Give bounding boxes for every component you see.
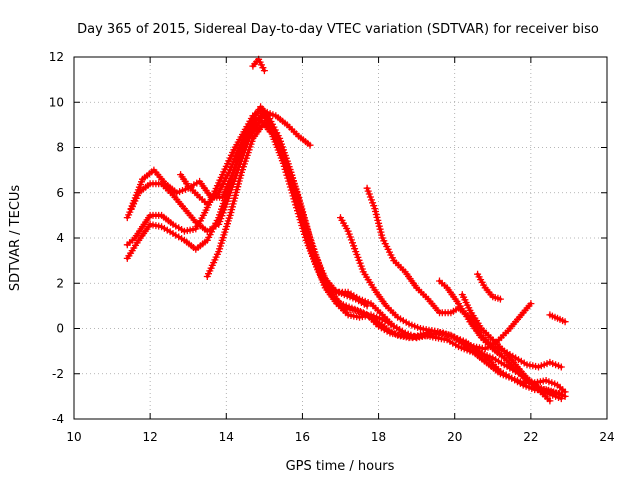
x-tick-label: 10 — [66, 430, 81, 444]
x-axis-label: GPS time / hours — [286, 459, 395, 474]
data-point — [365, 190, 373, 198]
x-tick-labels: 10 12 14 16 18 20 22 24 — [66, 430, 614, 444]
data-point — [375, 222, 383, 230]
series-track-12 — [474, 270, 504, 303]
y-tick-label: 8 — [56, 141, 64, 155]
series-trace — [460, 293, 552, 403]
x-tick-label: 22 — [523, 430, 538, 444]
y-tick-label: -4 — [52, 412, 64, 426]
y-tick-label: -2 — [52, 367, 64, 381]
x-tick-label: 24 — [599, 430, 614, 444]
data-point — [373, 213, 381, 221]
y-tick-label: 0 — [56, 322, 64, 336]
y-tick-label: 6 — [56, 186, 64, 200]
data-point — [527, 300, 535, 308]
x-tick-label: 18 — [371, 430, 386, 444]
y-tick-label: 10 — [49, 95, 64, 109]
series-track-13 — [546, 311, 569, 326]
axis-ticks — [73, 56, 608, 420]
y-tick-labels: -4 -2 0 2 4 6 8 10 12 — [49, 50, 64, 426]
data-point — [557, 395, 565, 403]
data-point — [561, 388, 569, 396]
data-point — [301, 217, 309, 224]
x-tick-label: 20 — [447, 430, 462, 444]
y-tick-label: 2 — [56, 276, 64, 290]
data-point — [557, 363, 565, 371]
data-point — [306, 141, 314, 149]
chart-title: Day 365 of 2015, Sidereal Day-to-day VTE… — [77, 22, 599, 37]
x-tick-label: 16 — [295, 430, 310, 444]
x-tick-label: 14 — [219, 430, 234, 444]
data-point — [546, 397, 554, 405]
series-track-11 — [458, 291, 554, 405]
data-series — [123, 55, 569, 405]
series-track-7 — [249, 55, 268, 75]
data-point — [363, 302, 371, 310]
x-tick-label: 12 — [143, 430, 158, 444]
series-track-9 — [363, 184, 565, 371]
y-tick-label: 4 — [56, 231, 64, 245]
data-point — [377, 228, 385, 236]
y-axis-label: SDTVAR / TECUs — [8, 185, 23, 292]
data-point — [561, 318, 569, 326]
y-tick-label: 12 — [49, 50, 64, 64]
data-point — [496, 295, 504, 303]
data-point — [349, 239, 356, 247]
data-point — [372, 208, 379, 215]
data-point — [260, 67, 268, 75]
